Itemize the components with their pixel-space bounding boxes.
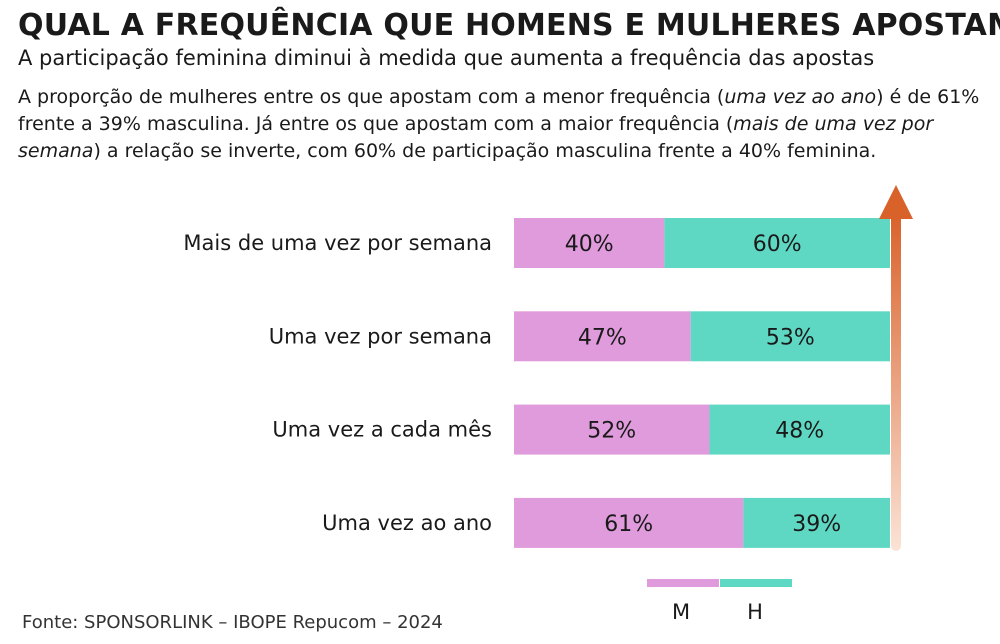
- data-label: 39%: [792, 512, 841, 537]
- bar-segment-men: [709, 404, 890, 455]
- description-emphasis-1: uma vez ao ano: [724, 86, 877, 108]
- description-text-1: A proporção de mulheres entre os que apo…: [18, 86, 725, 108]
- description-text-2: ) é de 61% frente a 39% masculina. Já en…: [18, 86, 980, 135]
- bar-segment-women: [514, 497, 744, 548]
- bar-row: Mais de uma vez por semana 40% 60%: [183, 218, 890, 268]
- arrow-shaft: [891, 214, 901, 551]
- frequency-arrow: [879, 185, 913, 551]
- data-label: 53%: [766, 325, 815, 350]
- chart-description: A proporção de mulheres entre os que apo…: [18, 84, 988, 165]
- category-label: Mais de uma vez por semana: [183, 231, 492, 255]
- category-label: Uma vez por semana: [269, 324, 492, 348]
- bar-segment-men: [664, 218, 890, 268]
- bar-segment-women: [514, 311, 691, 362]
- bar-segment-men: [743, 497, 890, 548]
- data-label: 52%: [587, 419, 636, 444]
- source-note: Fonte: SPONSORLINK – IBOPE Repucom – 202…: [22, 612, 443, 633]
- data-label: 61%: [604, 512, 653, 537]
- legend-swatch: [720, 579, 792, 587]
- bar-row: Uma vez a cada mês 52% 48%: [272, 404, 890, 455]
- description-text-3: ) a relação se inverte, com 60% de parti…: [93, 140, 877, 162]
- bar-segment-men: [690, 311, 890, 362]
- bar-row: Uma vez ao ano 61% 39%: [322, 497, 890, 548]
- bar-segment-women: [514, 218, 665, 268]
- legend-label: H: [747, 600, 763, 624]
- legend-swatch: [647, 579, 719, 587]
- category-label: Uma vez a cada mês: [272, 418, 492, 442]
- chart-title: QUAL A FREQUÊNCIA QUE HOMENS E MULHERES …: [18, 8, 1000, 43]
- data-label: 47%: [578, 325, 627, 350]
- data-label: 48%: [775, 419, 824, 444]
- data-label: 40%: [565, 232, 614, 257]
- description-emphasis-2: mais de uma vez por semana: [18, 113, 934, 162]
- category-label: Uma vez ao ano: [322, 511, 492, 535]
- arrow-head-icon: [879, 185, 913, 219]
- bars-layer: Mais de uma vez por semana 40% 60% Uma vez …: [183, 218, 890, 548]
- chart-subtitle: A participação feminina diminui à medida…: [18, 46, 875, 70]
- legend-label: M: [672, 600, 690, 624]
- bar-segment-women: [514, 404, 710, 455]
- data-label: 60%: [753, 232, 802, 257]
- bar-row: Uma vez por semana 47% 53%: [269, 311, 890, 362]
